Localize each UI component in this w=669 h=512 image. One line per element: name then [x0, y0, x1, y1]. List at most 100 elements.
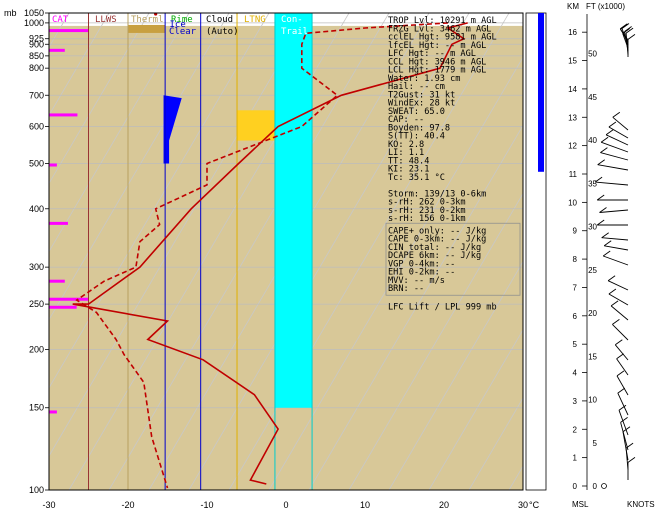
- km-tick-label: 7: [573, 283, 578, 292]
- x-unit-label: °C: [529, 500, 540, 510]
- stability-index-line: LI: 1.1: [388, 148, 424, 158]
- stability-index-line: TT: 48.4: [388, 156, 429, 166]
- y-tick-label: 850: [29, 51, 44, 61]
- y-tick-label: 900: [29, 39, 44, 49]
- wind-barb: [600, 152, 629, 161]
- stability-index-line: LCL Hgt: 1779 m AGL: [388, 66, 486, 76]
- wind-barb: [595, 181, 629, 186]
- wind-barb-flag: [625, 27, 634, 34]
- wind-barb: [617, 392, 629, 416]
- km-tick-label: 4: [573, 369, 578, 378]
- km-tick-label: 12: [568, 142, 577, 151]
- y-tick-label: 200: [29, 344, 44, 354]
- stability-index-line: T2Gust: 31 kt: [388, 90, 455, 100]
- stability-index-line: CCL Hgt: 3946 m AGL: [388, 57, 486, 67]
- ft-tick-label: 5: [593, 439, 598, 448]
- skew-grid-line: [228, 13, 510, 490]
- wind-barb-flag: [596, 194, 605, 201]
- stability-index-line: FRZG Lvl: 3462 m AGL: [388, 24, 491, 34]
- skew-grid-line: [49, 13, 310, 457]
- calm-wind-marker: [601, 483, 607, 489]
- y-tick-label: 1050: [24, 8, 44, 18]
- y-tick-label: 250: [29, 299, 44, 309]
- stability-index-line: CAP: --: [388, 115, 424, 125]
- skew-grid-line: [348, 192, 523, 490]
- wind-barb: [608, 126, 629, 139]
- stability-index-line: s-rH: 262 0-3km: [388, 198, 466, 208]
- km-tick-label: 3: [573, 397, 578, 406]
- km-tick-label: 13: [568, 113, 577, 122]
- wind-barb-flag: [596, 219, 605, 226]
- turbulence-bar: [49, 279, 65, 283]
- skew-grid-line: [49, 13, 110, 117]
- y-tick-label: 600: [29, 122, 44, 132]
- column-header-label: Trail: [281, 27, 308, 37]
- dewpoint-point: [154, 13, 158, 16]
- ft-tick-label: 15: [588, 352, 597, 361]
- column-header-label: Con-: [281, 15, 303, 25]
- wind-barb-flag: [616, 370, 625, 377]
- wind-barb-flag: [620, 417, 628, 423]
- column-header-label: LTNG: [244, 15, 266, 25]
- wind-barb: [605, 134, 629, 146]
- skew-grid-line: [0, 13, 29, 490]
- cape-line: MVV: -- m/s: [388, 276, 445, 286]
- cape-line: CIN total: -- J/kg: [388, 243, 481, 253]
- thermal-bar: [128, 24, 166, 33]
- ft-tick-label: 20: [588, 309, 597, 318]
- column-header-label: Cloud: [206, 15, 233, 25]
- wind-barb-flag: [616, 353, 624, 360]
- km-tick-label: 15: [568, 57, 577, 66]
- ice-label: Ice: [170, 20, 186, 30]
- stability-index-line: Hail: -- cm: [388, 82, 445, 92]
- wind-barb-flag: [625, 442, 634, 449]
- wind-barb: [612, 116, 629, 131]
- wind-barb: [610, 305, 629, 321]
- cape-line: BRN: --: [388, 284, 424, 294]
- x-tick-label: 10: [360, 500, 370, 510]
- cape-box: [385, 222, 521, 296]
- stability-index-line: S(TT): 40.4: [388, 132, 445, 142]
- km-tick-label: 1: [573, 454, 578, 463]
- skew-grid-line: [49, 13, 190, 253]
- stability-index-line: Boyden: 97.8: [388, 123, 450, 133]
- column-header-label: Therml: [131, 15, 164, 25]
- column-header-label: LLWS: [95, 15, 117, 25]
- turbulence-bar: [49, 410, 57, 414]
- wind-barb-flag: [594, 176, 603, 183]
- turbulence-bar: [49, 48, 65, 52]
- wind-barb-flag: [607, 275, 616, 282]
- wind-barb: [603, 255, 629, 266]
- wind-barb-flag: [600, 147, 608, 153]
- y-unit-label: mb: [4, 8, 17, 18]
- ft-tick-label: 25: [588, 266, 597, 275]
- km-tick-label: 0: [573, 482, 578, 491]
- skew-grid-line: [428, 329, 523, 490]
- skew-grid-line: [49, 13, 270, 389]
- x-tick-label: -20: [121, 500, 134, 510]
- wind-barb-flag: [610, 300, 619, 307]
- contrail-bar: [274, 13, 313, 408]
- cape-line: CAPE+ only: -- J/kg: [388, 226, 486, 236]
- y-tick-label: 300: [29, 262, 44, 272]
- wind-barb: [599, 209, 629, 213]
- wind-barb-flag: [597, 159, 605, 166]
- ft-axis-label: FT (x1000): [586, 2, 625, 11]
- wind-barb-flag: [621, 23, 630, 29]
- skew-grid-line: [108, 13, 390, 490]
- wind-barb: [597, 164, 629, 171]
- skew-grid-line: [388, 260, 523, 490]
- lightning-bar: [237, 115, 275, 131]
- stability-index-line: Tc: 35.1 °C: [388, 173, 445, 183]
- ft-tick-label: 30: [588, 223, 597, 232]
- km-tick-label: 11: [569, 170, 578, 179]
- wind-barb-flag: [620, 23, 628, 30]
- wind-barb-flag: [600, 136, 609, 143]
- wind-barb-flag: [627, 34, 636, 40]
- cape-line: DCAPE 6km: -- J/kg: [388, 251, 481, 261]
- km-tick-label: 10: [568, 198, 577, 207]
- stability-index-line: Water: 1.93 cm: [388, 74, 460, 84]
- plot-border: [48, 12, 524, 491]
- stability-index-line: s-rH: 231 0-2km: [388, 206, 466, 216]
- msl-label: MSL: [572, 500, 589, 509]
